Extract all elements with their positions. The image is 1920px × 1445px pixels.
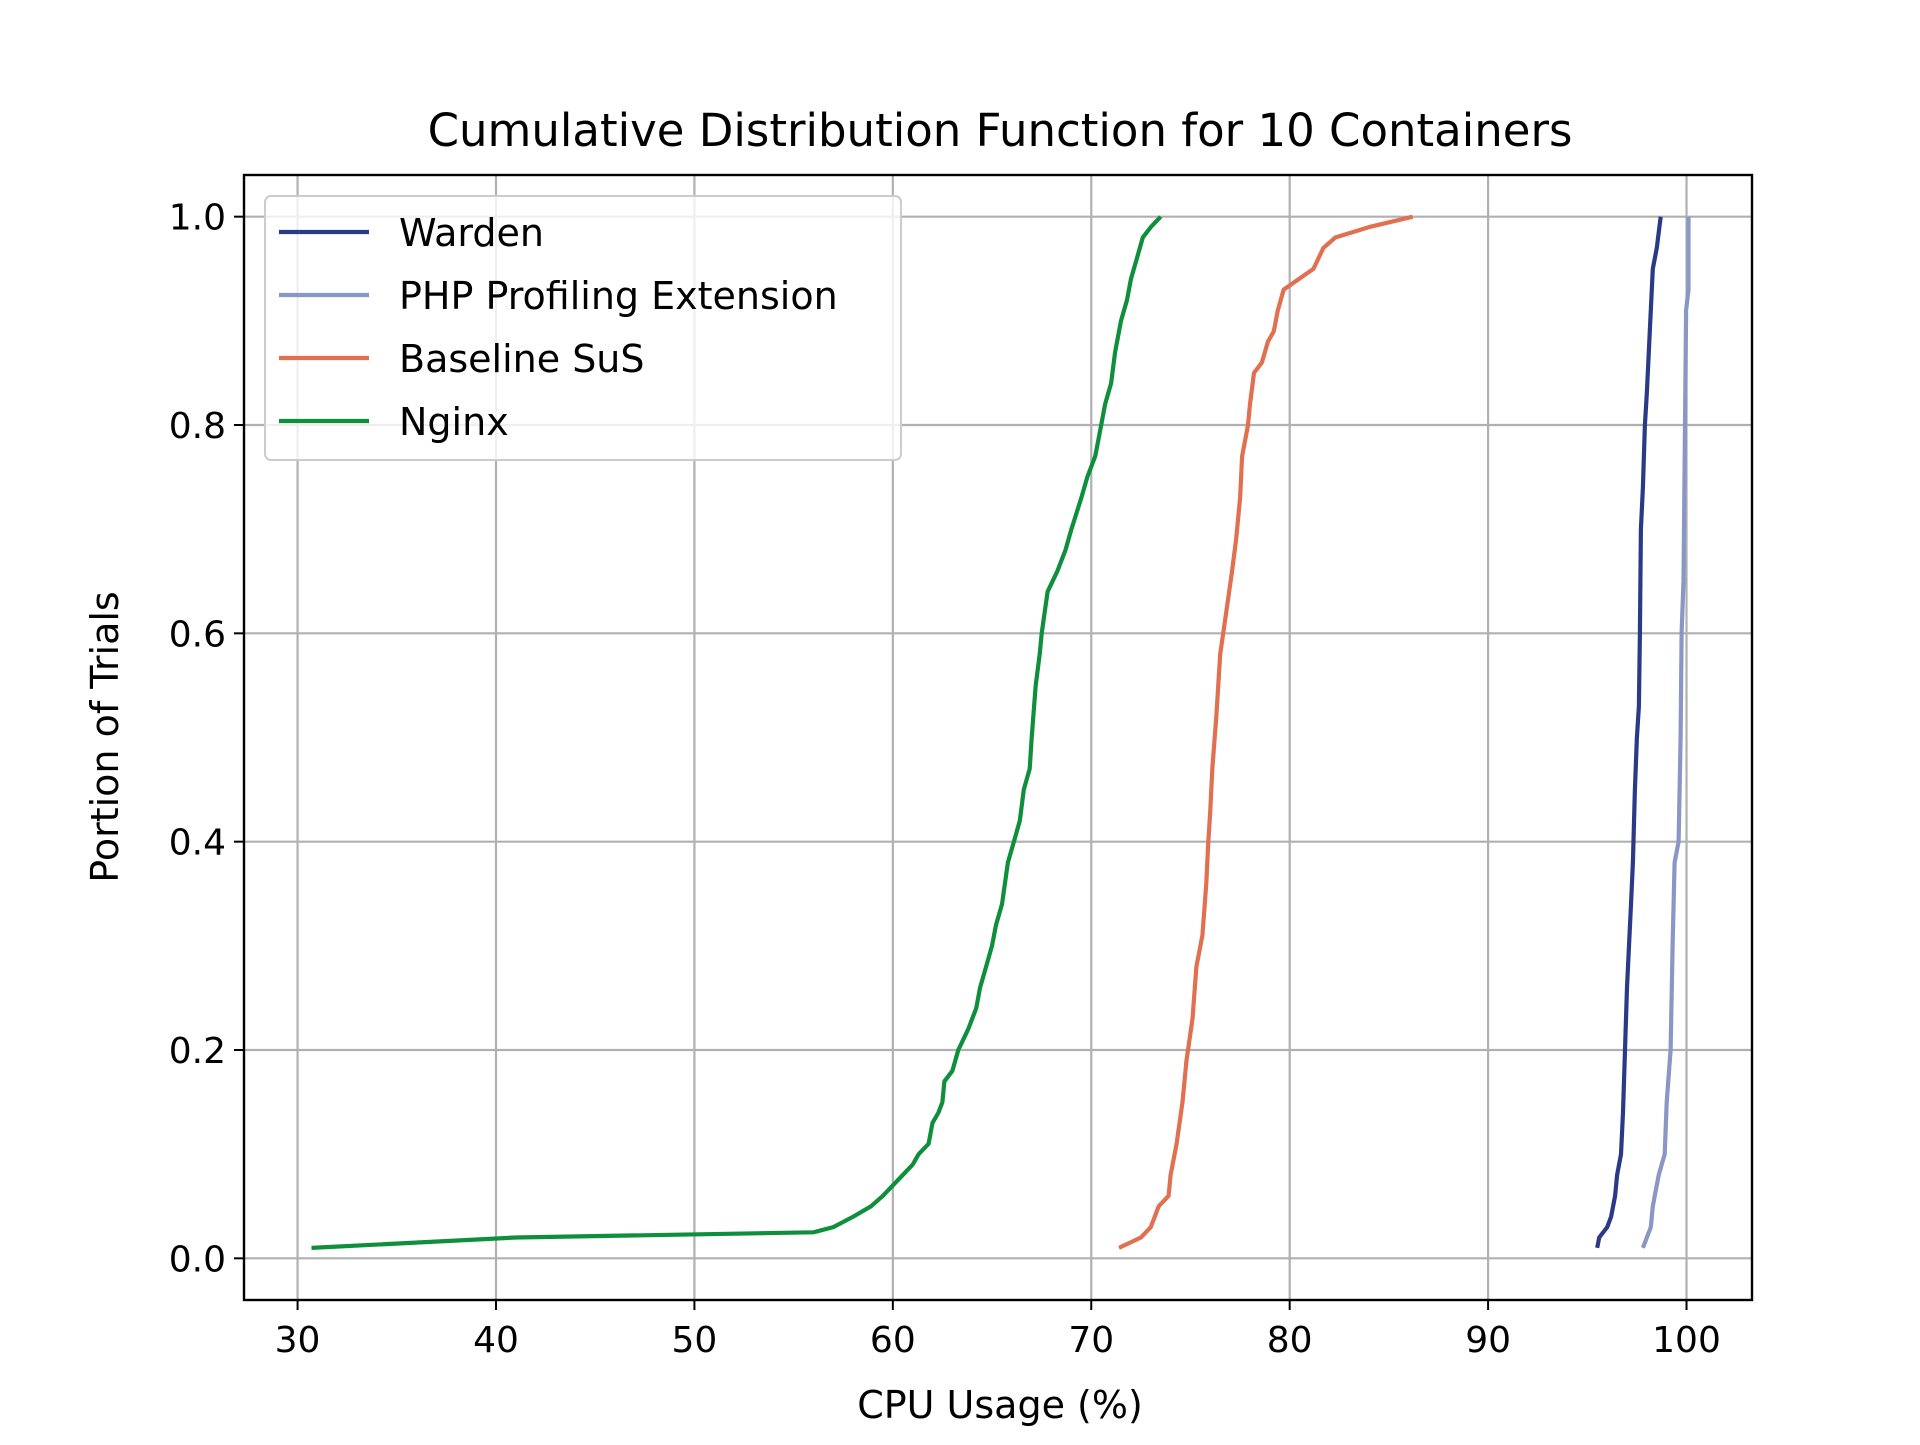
y-tick-label: 1.0	[169, 198, 226, 239]
y-tick-label: 0.4	[169, 823, 226, 864]
x-tick-label: 50	[672, 1320, 718, 1361]
chart-title: Cumulative Distribution Function for 10 …	[428, 104, 1573, 157]
y-tick-label: 0.6	[169, 614, 226, 655]
x-tick-label: 60	[870, 1320, 916, 1361]
legend-box	[264, 195, 902, 461]
x-tick-label: 80	[1267, 1320, 1313, 1361]
plot-frame	[242, 173, 1754, 1302]
x-tick-label: 30	[275, 1320, 321, 1361]
legend: Warden PHP Profiling Extension Baseline Su…	[264, 195, 902, 461]
y-tick-label: 0.8	[169, 406, 226, 447]
x-axis-label: CPU Usage (%)	[857, 1383, 1143, 1427]
y-tick-label: 0.0	[169, 1239, 226, 1280]
axis-ticks: 30 40 50 60 70 80 90 100 0.0 0.2 0.4 0.6 0.8 1.0	[169, 198, 1721, 1361]
series-line-baseline-sus	[1118, 214, 1414, 1250]
series-line-warden	[1595, 216, 1663, 1249]
legend-label-warden: Warden	[399, 211, 544, 255]
series-line-nginx	[311, 215, 1163, 1250]
x-tick-label: 40	[473, 1320, 519, 1361]
y-axis-label: Portion of Trials	[83, 591, 127, 882]
y-tick-label: 0.2	[169, 1031, 226, 1072]
x-tick-label: 70	[1068, 1320, 1114, 1361]
series-line-php-profiling-extension	[1640, 216, 1691, 1249]
x-tick-label: 100	[1652, 1320, 1721, 1361]
legend-label-nginx: Nginx	[399, 400, 509, 444]
legend-label-baseline-sus: Baseline SuS	[399, 337, 645, 381]
series-lines	[311, 214, 1691, 1250]
x-tick-label: 90	[1465, 1320, 1511, 1361]
legend-label-php-profiling-extension: PHP Profiling Extension	[399, 274, 838, 318]
